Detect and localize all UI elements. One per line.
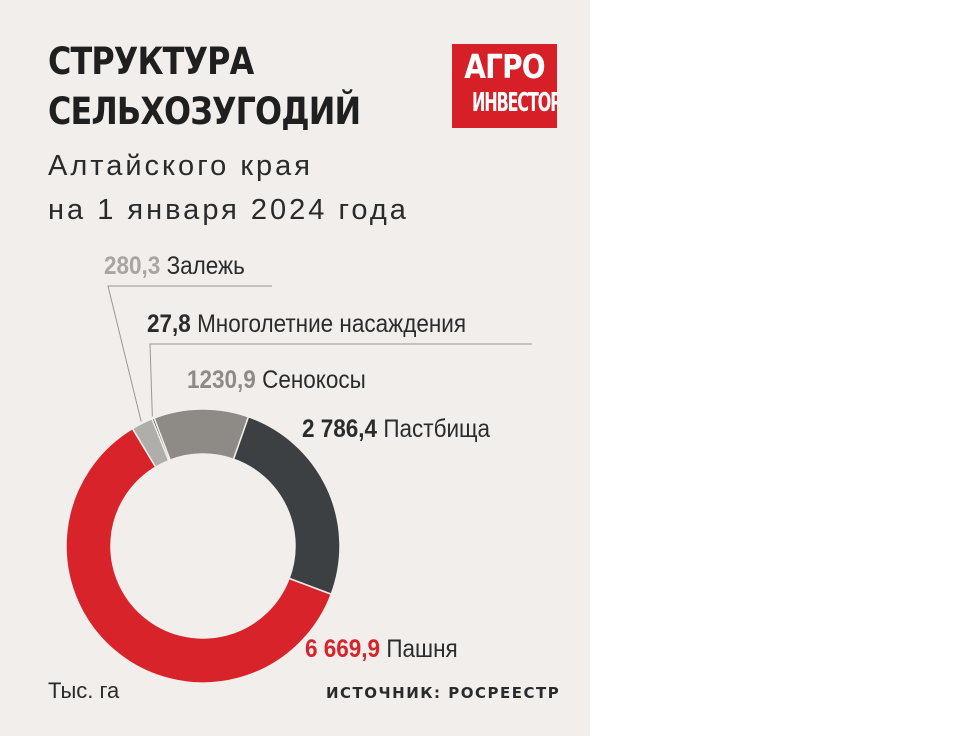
- title-line-1: СТРУКТУРА: [48, 40, 254, 83]
- value-mnogoletnie: 27,8: [147, 310, 191, 338]
- name-senokosy: Сенокосы: [262, 366, 366, 394]
- value-pastbishcha: 2 786,4: [302, 415, 378, 443]
- donut-chart: [65, 285, 532, 684]
- name-pashnya: Пашня: [386, 635, 458, 663]
- slice-pashnya: [65, 427, 333, 684]
- subtitle-line-2: на 1 января 2024 года: [48, 194, 409, 226]
- leader-mnogoletnie: [149, 343, 532, 417]
- slice-senokosy: [153, 408, 250, 462]
- value-senokosy: 1230,9: [187, 366, 256, 394]
- label-pashnya: 6 669,9 Пашня: [305, 635, 458, 664]
- label-mnogoletnie: 27,8 Многолетние насаждения: [147, 310, 466, 339]
- agroinvestor-logo: АГРО ИНВЕСТОР: [452, 44, 557, 128]
- subtitle-line-1: Алтайского края: [48, 150, 313, 182]
- name-mnogoletnie: Многолетние насаждения: [197, 310, 467, 338]
- name-pastbishcha: Пастбища: [383, 415, 491, 443]
- logo-line-1: АГРО: [464, 47, 545, 86]
- label-zalezh: 280,3 Залежь: [104, 252, 245, 281]
- leader-zalezh: [107, 285, 272, 422]
- source-label: ИСТОЧНИК: РОСРЕЕСТР: [326, 684, 561, 702]
- label-pastbishcha: 2 786,4 Пастбища: [302, 415, 490, 444]
- name-zalezh: Залежь: [166, 252, 245, 280]
- title-line-2: СЕЛЬХОЗУГОДИЙ: [48, 90, 361, 133]
- units-label: Тыс. га: [48, 678, 120, 703]
- value-zalezh: 280,3: [104, 252, 161, 280]
- value-pashnya: 6 669,9: [305, 635, 381, 663]
- label-senokosy: 1230,9 Сенокосы: [187, 366, 366, 395]
- infographic-card: СТРУКТУРА СЕЛЬХОЗУГОДИЙ Алтайского края …: [0, 0, 590, 736]
